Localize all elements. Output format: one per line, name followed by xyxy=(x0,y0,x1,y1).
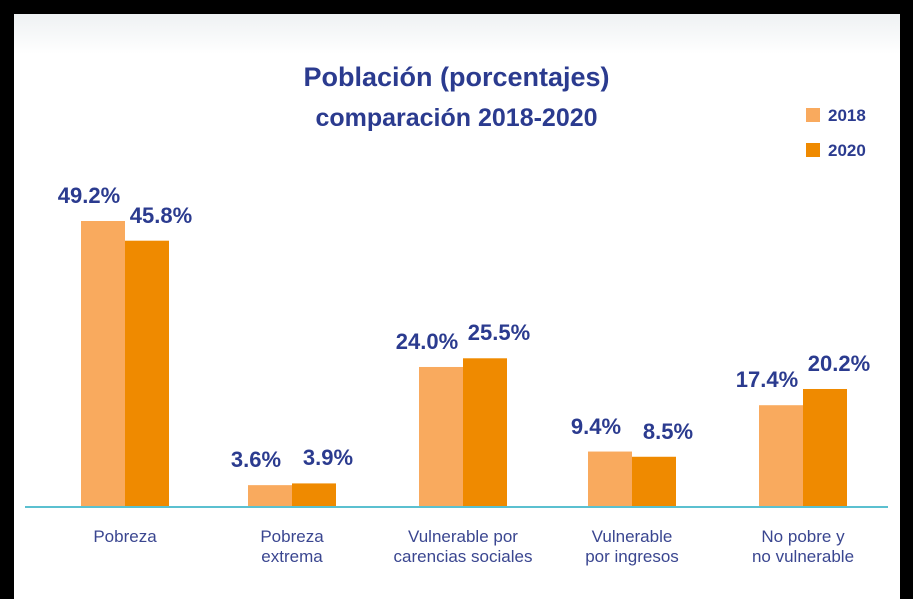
legend-label: 2018 xyxy=(828,106,866,125)
data-label: 20.2% xyxy=(807,350,871,376)
data-label: 24.0% xyxy=(395,328,459,354)
legend-swatch xyxy=(806,108,820,122)
data-label: 3.6% xyxy=(230,447,282,473)
bar xyxy=(292,483,336,506)
bar xyxy=(759,405,803,506)
data-label: 9.4% xyxy=(570,413,622,439)
x-tick-label: Vulnerable por ingresos xyxy=(585,527,679,566)
chart-subtitle: comparación 2018-2020 xyxy=(315,104,598,132)
bar xyxy=(463,358,507,506)
data-label: 17.4% xyxy=(735,367,799,393)
bar xyxy=(81,221,125,506)
x-tick-label: Pobreza extrema xyxy=(260,527,324,566)
x-tick-label: No pobre y no vulnerable xyxy=(751,527,855,566)
x-tick-label: Vulnerable por carencias sociales xyxy=(393,527,533,566)
data-label: 3.9% xyxy=(302,445,354,471)
legend-label: 2020 xyxy=(828,141,866,160)
x-tick-label: Pobreza xyxy=(93,527,157,546)
bar xyxy=(632,456,676,506)
data-label: 49.2% xyxy=(57,183,121,208)
data-label: 8.5% xyxy=(642,418,694,444)
bar xyxy=(248,485,292,506)
legend-item: 2020 xyxy=(806,141,866,161)
legend-swatch xyxy=(806,143,820,157)
bar xyxy=(419,366,463,506)
chart-title: Población (porcentajes) xyxy=(303,62,610,92)
bar xyxy=(588,451,632,506)
bar xyxy=(125,240,169,506)
bar xyxy=(803,388,847,506)
data-label: 45.8% xyxy=(129,202,193,228)
data-label: 25.5% xyxy=(467,320,531,346)
legend-item: 2018 xyxy=(806,106,866,126)
